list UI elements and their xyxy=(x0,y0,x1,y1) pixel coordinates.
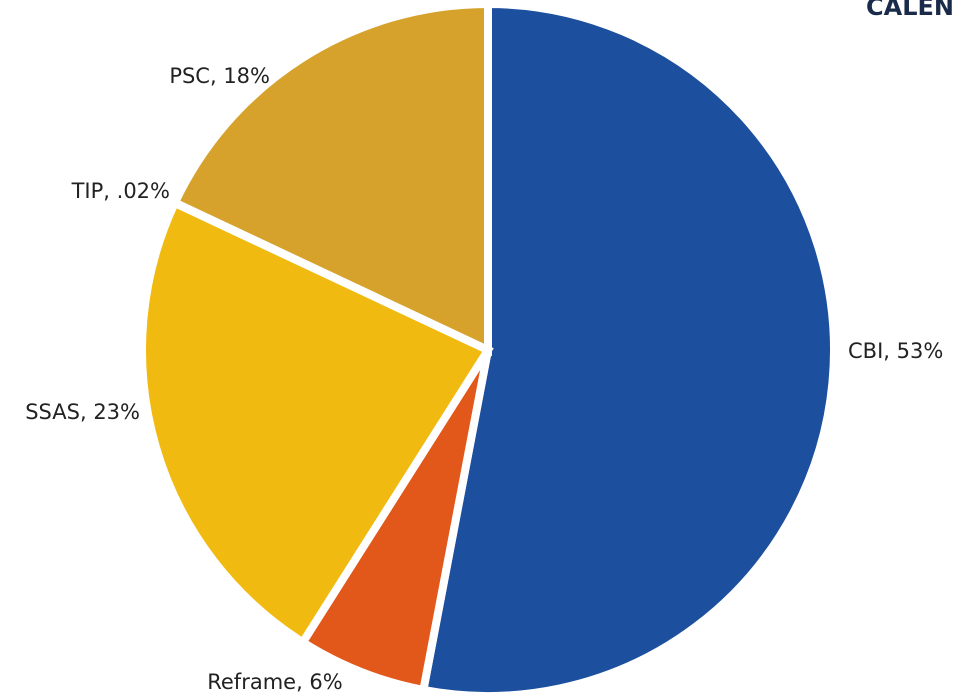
slice-label: CBI, 53% xyxy=(848,339,943,363)
slice-label: PSC, 18% xyxy=(169,64,270,88)
slice-label: TIP, .02% xyxy=(71,179,170,203)
slice-label: Reframe, 6% xyxy=(207,670,343,694)
chart-title: CALEN xyxy=(866,0,954,21)
slice-label: SSAS, 23% xyxy=(25,400,140,424)
pie-slice xyxy=(169,0,492,357)
pie-slice xyxy=(418,0,838,698)
